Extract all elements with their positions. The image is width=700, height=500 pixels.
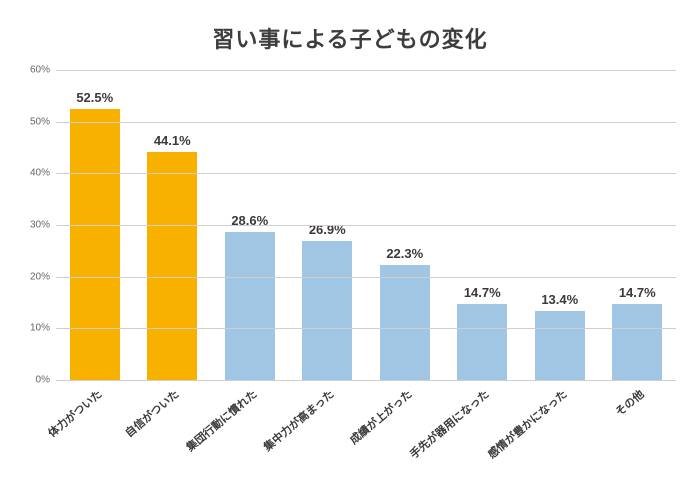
bar — [535, 311, 585, 380]
y-tick-label: 60% — [30, 65, 56, 76]
bar-value-label: 14.7% — [464, 285, 501, 300]
y-tick-label: 40% — [30, 168, 56, 179]
grid-line — [56, 277, 676, 278]
grid-line — [56, 328, 676, 329]
y-tick-label: 30% — [30, 220, 56, 231]
grid-line — [56, 122, 676, 123]
bar — [612, 304, 662, 380]
bar-value-label: 13.4% — [541, 292, 578, 307]
y-tick-label: 20% — [30, 271, 56, 282]
bar-value-label: 52.5% — [76, 90, 113, 105]
bar-value-label: 14.7% — [619, 285, 656, 300]
bar-value-label: 22.3% — [386, 246, 423, 261]
bar — [457, 304, 507, 380]
grid-line — [56, 225, 676, 226]
chart-container: 習い事による子どもの変化 52.5%体力がついた44.1%自信がついた28.6%… — [0, 0, 700, 500]
bar — [70, 109, 120, 380]
plot-area: 52.5%体力がついた44.1%自信がついた28.6%集団行動に慣れた26.9%… — [56, 70, 676, 380]
y-tick-label: 10% — [30, 323, 56, 334]
y-tick-label: 50% — [30, 116, 56, 127]
chart-title: 習い事による子どもの変化 — [0, 0, 700, 54]
bar — [380, 265, 430, 380]
grid-line — [56, 380, 676, 381]
bar — [147, 152, 197, 380]
bar — [302, 241, 352, 380]
y-tick-label: 0% — [36, 375, 56, 386]
grid-line — [56, 173, 676, 174]
bar-value-label: 44.1% — [154, 133, 191, 148]
bar — [225, 232, 275, 380]
grid-line — [56, 70, 676, 71]
